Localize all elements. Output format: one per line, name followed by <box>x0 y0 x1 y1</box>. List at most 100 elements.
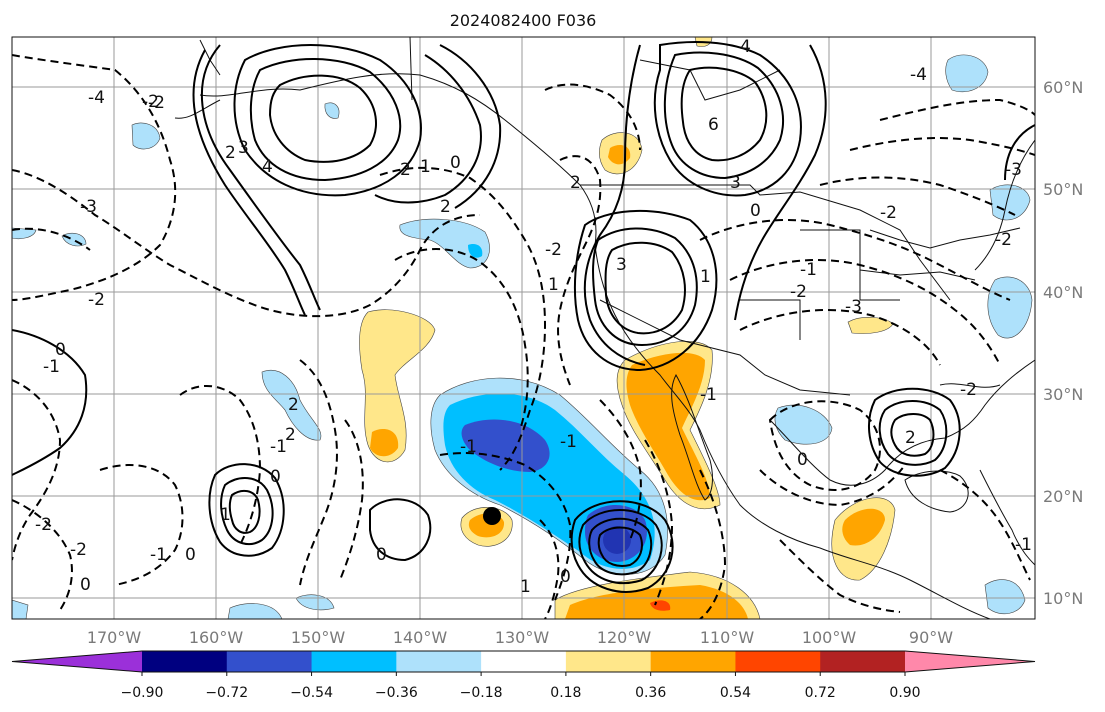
colorbar-tick-label: 0.18 <box>550 685 581 701</box>
lon-label: 110°W <box>700 628 755 647</box>
contour-label: 0 <box>376 545 387 565</box>
contour-label: 1 <box>220 505 231 525</box>
lon-label: 130°W <box>495 628 550 647</box>
contour-label: 0 <box>55 340 66 360</box>
colorbar-segment <box>12 651 142 672</box>
lat-label: 40°N <box>1043 283 1083 302</box>
contour-label: 1 <box>548 275 559 295</box>
contour-label: -2 <box>960 380 977 400</box>
colorbar-segment <box>820 651 906 672</box>
contours-solid <box>12 41 1035 593</box>
contour-label: -2 <box>35 515 52 535</box>
contour-label: 0 <box>560 567 571 587</box>
contour-label: 2 <box>570 173 581 193</box>
plot-title: 2024082400 F036 <box>450 11 597 30</box>
contour-label: -2 <box>790 282 807 302</box>
contour-label: 2 <box>225 143 236 163</box>
contour-label: 2 <box>288 395 299 415</box>
contour-label: -1 <box>460 437 477 457</box>
colorbar-tick-label: 0.90 <box>889 685 920 701</box>
contour-label: 3 <box>730 173 741 193</box>
contour-label: 3 <box>238 138 249 158</box>
contour-label: -1 <box>560 432 577 452</box>
contour-label: -1 <box>1015 535 1032 555</box>
lat-label: 30°N <box>1043 385 1083 404</box>
colorbar-tick-label: −0.36 <box>375 685 418 701</box>
shaded-fields <box>12 37 1033 619</box>
contour-label: -2 <box>880 203 897 223</box>
contour-label: 0 <box>750 201 761 221</box>
contour-label: -3 <box>80 197 97 217</box>
lon-label: 90°W <box>909 628 953 647</box>
colorbar-tick-label: −0.54 <box>290 685 333 701</box>
lon-label: 160°W <box>189 628 244 647</box>
colorbar-segment <box>905 651 1035 672</box>
contours-dashed <box>12 54 1035 619</box>
colorbar-segment <box>565 651 652 672</box>
contour-label: -1 <box>270 437 287 457</box>
contour-labels: -2 -4 -3 -2 -1 0 -1 -2 0 -2 2 4 3 2 1 2 … <box>35 37 1032 597</box>
positive-anomaly-west <box>359 309 436 463</box>
colorbar-segment <box>481 651 567 672</box>
lon-label: 150°W <box>291 628 346 647</box>
storm-center-marker <box>483 507 501 525</box>
contour-label: 1 <box>520 577 531 597</box>
contour-label: -4 <box>910 65 927 85</box>
contour-label: -1 <box>43 357 60 377</box>
contour-label: 0 <box>270 467 281 487</box>
lat-label: 10°N <box>1043 589 1083 608</box>
lon-axis-labels: 170°W 160°W 150°W 140°W 130°W 120°W 110°… <box>87 628 953 647</box>
colorbar-segment <box>226 651 313 672</box>
colorbar-tick-label: −0.72 <box>205 685 248 701</box>
contour-label: 0 <box>797 450 808 470</box>
contour-label: -1 <box>700 385 717 405</box>
lon-label: 120°W <box>597 628 652 647</box>
positive-anomaly-orange <box>626 352 710 501</box>
colorbar-segment <box>142 651 228 672</box>
colorbar-segment <box>650 651 736 672</box>
colorbar-segment <box>735 651 821 672</box>
contour-label: -2 <box>142 92 159 112</box>
contour-label: -4 <box>88 88 105 108</box>
lon-label: 100°W <box>802 628 857 647</box>
lat-axis-labels: 60°N 50°N 40°N 30°N 20°N 10°N <box>1043 78 1083 608</box>
contour-label: 2 <box>440 197 451 217</box>
contour-label: 1 <box>700 267 711 287</box>
contour-label: -2 <box>88 290 105 310</box>
contour-label: 4 <box>740 37 751 57</box>
colorbar-segment <box>311 651 397 672</box>
contour-label: -1 <box>150 545 167 565</box>
lat-label: 20°N <box>1043 487 1083 506</box>
map-panel: -2 -4 -3 -2 -1 0 -1 -2 0 -2 2 4 3 2 1 2 … <box>11 36 1036 620</box>
contour-label: -2 <box>70 540 87 560</box>
colorbar-tick-label: 0.54 <box>720 685 751 701</box>
contour-label: 1 <box>420 157 431 177</box>
contour-label: 3 <box>616 255 627 275</box>
contour-label: 0 <box>450 153 461 173</box>
contour-label: -2 <box>545 240 562 260</box>
contour-label: 0 <box>185 545 196 565</box>
contour-label: -2 <box>995 230 1012 250</box>
contour-label: 4 <box>262 157 273 177</box>
colorbar-tick-label: −0.18 <box>460 685 503 701</box>
lat-label: 50°N <box>1043 180 1083 199</box>
contour-label: 0 <box>80 575 91 595</box>
colorbar-tick-label: 0.72 <box>805 685 836 701</box>
lon-label: 170°W <box>87 628 142 647</box>
contour-label: 6 <box>708 115 719 135</box>
colorbar: −0.90 −0.72 −0.54 −0.36 −0.18 0.18 0.36 0.54 0.7… <box>11 650 1036 701</box>
contour-label: -1 <box>800 260 817 280</box>
contour-label: -2 <box>148 93 165 113</box>
colorbar-segment <box>396 651 482 672</box>
negative-anomaly-dark <box>461 419 550 472</box>
colorbar-tick-label: −0.90 <box>121 685 164 701</box>
colorbar-tick-label: 0.36 <box>635 685 666 701</box>
lon-label: 140°W <box>393 628 448 647</box>
contour-label: -3 <box>1005 160 1022 180</box>
contour-label: 2 <box>285 425 296 445</box>
contour-label: 2 <box>905 428 916 448</box>
lat-label: 60°N <box>1043 78 1083 97</box>
contour-label: -3 <box>845 297 862 317</box>
contour-label: 2 <box>400 160 411 180</box>
